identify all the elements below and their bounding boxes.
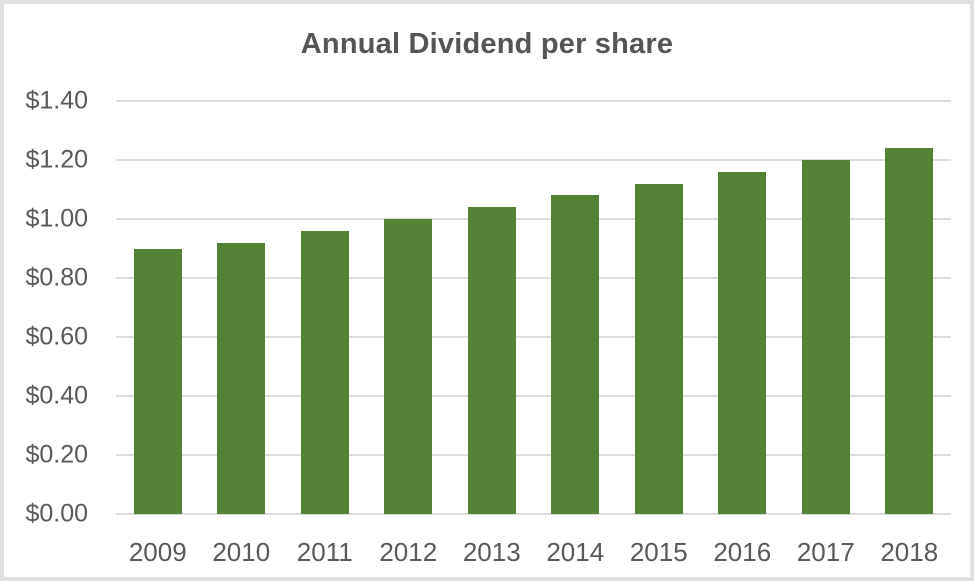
gridline-0.20 [116, 454, 951, 456]
gridline-0.00 [116, 513, 951, 515]
bar-2015 [634, 183, 683, 514]
bar-2013 [467, 207, 516, 514]
y-tick-label: $1.20 [25, 145, 88, 174]
x-tick-label-2018: 2018 [880, 537, 939, 567]
x-tick-label-2013: 2013 [462, 537, 521, 567]
gridline-1.20 [116, 159, 951, 161]
y-tick-label: $0.00 [25, 499, 88, 528]
gridline-0.60 [116, 336, 951, 338]
y-tick-label: $0.60 [25, 322, 88, 351]
y-tick-label: $0.20 [25, 440, 88, 469]
bar-2012 [384, 219, 433, 514]
bar-2018 [885, 148, 934, 514]
y-tick-label: $1.00 [25, 204, 88, 233]
x-tick-label-2015: 2015 [629, 537, 688, 567]
gridline-0.80 [116, 277, 951, 279]
x-tick-label-2010: 2010 [212, 537, 271, 567]
x-tick-label-2017: 2017 [796, 537, 855, 567]
y-tick-label: $0.40 [25, 381, 88, 410]
bar-2009 [133, 248, 182, 514]
gridline-0.40 [116, 395, 951, 397]
x-tick-label-2011: 2011 [296, 537, 353, 567]
x-tick-label-2012: 2012 [379, 537, 438, 567]
bar-2014 [551, 195, 600, 514]
x-tick-label-2009: 2009 [128, 537, 187, 567]
x-tick-label-2016: 2016 [713, 537, 772, 567]
bar-2010 [217, 242, 266, 514]
y-tick-label: $0.80 [25, 263, 88, 292]
bar-2016 [718, 171, 767, 514]
y-tick-label: $1.40 [25, 86, 88, 115]
bar-2011 [300, 230, 349, 514]
x-tick-label-2014: 2014 [546, 537, 605, 567]
chart-title: Annual Dividend per share [300, 28, 674, 60]
gridline-1.40 [116, 100, 951, 102]
gridline-1.00 [116, 218, 951, 220]
bar-2017 [801, 160, 850, 514]
